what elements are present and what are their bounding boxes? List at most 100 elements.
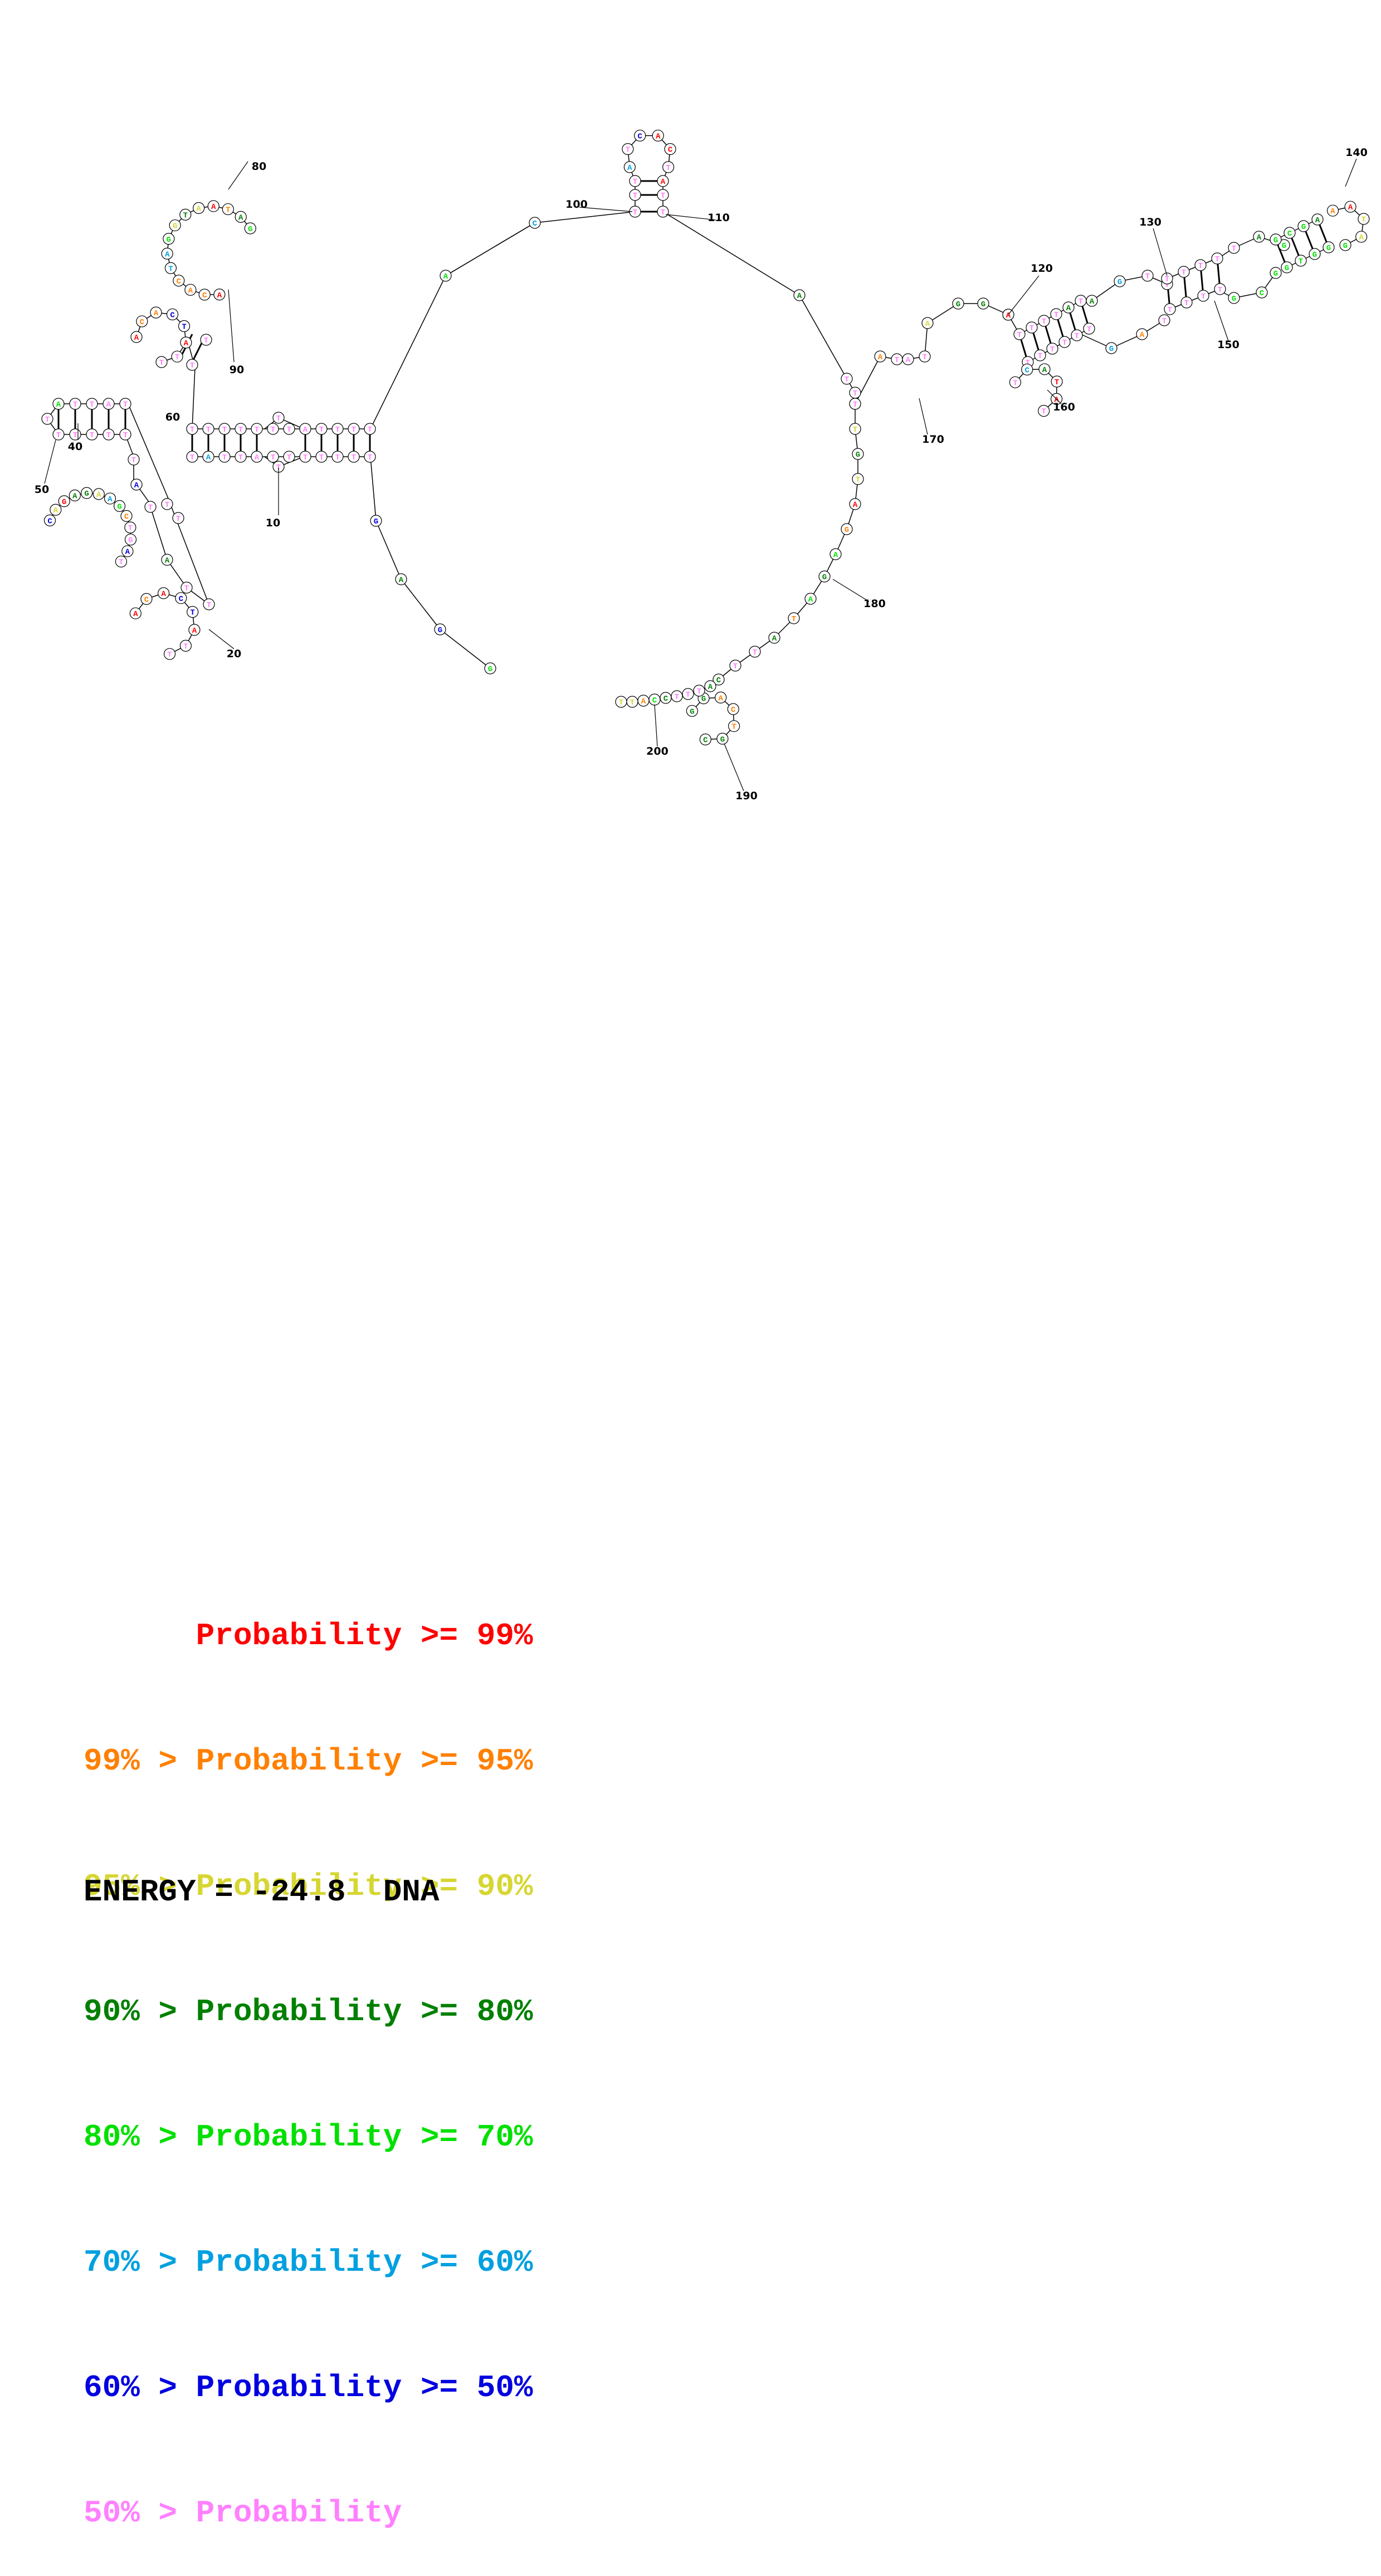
nucleotide: A [162, 554, 173, 565]
nucleotide: T [1038, 405, 1050, 417]
nucleotide: T [120, 429, 131, 440]
nucleotide: G [1228, 292, 1240, 304]
nucleotide-letter: G [822, 573, 827, 582]
nucleotide: A [396, 574, 407, 585]
nucleotide: T [156, 356, 167, 368]
nucleotide-letter: T [190, 426, 194, 434]
position-label: 90 [230, 364, 244, 376]
nucleotide: T [749, 646, 760, 657]
nucleotide: T [364, 423, 375, 434]
nucleotide: A [1356, 231, 1367, 242]
nucleotide-letter: T [106, 431, 111, 440]
nucleotide-letter: G [1273, 236, 1278, 245]
position-label: 180 [863, 598, 886, 610]
nucleotide: T [1195, 260, 1206, 271]
nucleotide: T [86, 398, 97, 409]
nucleotide: T [235, 423, 246, 434]
energy-label: ENERGY = -24.8 DNA [84, 1874, 440, 1910]
nucleotide-letter: A [255, 453, 260, 462]
nucleotide-letter: T [1201, 292, 1206, 301]
nucleotide: A [158, 588, 169, 599]
position-label: 10 [266, 517, 280, 529]
nucleotide: T [145, 501, 156, 512]
nucleotide-letter: G [1232, 295, 1236, 304]
nucleotide-letter: A [197, 204, 202, 213]
nucleotide-letter: A [211, 203, 216, 212]
position-label: 120 [1031, 262, 1053, 275]
nucleotide-letter: A [1066, 304, 1071, 313]
nucleotide-letter: A [906, 356, 911, 365]
nucleotide: T [1358, 213, 1369, 224]
nucleotide: T [629, 175, 641, 187]
legend-line-5: 80% > Probability >= 70% [84, 2116, 533, 2158]
legend-line-4: 90% > Probability >= 80% [84, 1991, 533, 2033]
nucleotide: G [485, 663, 496, 674]
nucleotide-letter: G [62, 498, 66, 507]
nucleotide: A [130, 608, 141, 619]
nucleotide: T [657, 206, 668, 217]
backbone-segment [663, 212, 799, 295]
nucleotide-letter: T [1050, 345, 1055, 354]
nucleotide: A [203, 451, 214, 462]
nucleotide: T [1026, 322, 1037, 333]
position-label-tick [228, 162, 248, 189]
nucleotide-letter: A [184, 339, 189, 348]
nucleotide: T [201, 334, 212, 345]
nucleotide: C [665, 144, 676, 155]
nucleotide-letter: A [134, 481, 139, 490]
nucleotide-letter: A [134, 334, 139, 343]
nucleotide-letter: G [1312, 251, 1317, 260]
nucleotide: T [1075, 295, 1086, 306]
nucleotide: T [70, 429, 81, 440]
nucleotide-letter: A [1348, 203, 1353, 212]
nucleotide: G [841, 524, 852, 535]
nucleotide: C [141, 593, 152, 604]
nucleotide: A [150, 307, 162, 318]
nucleotide: A [180, 337, 192, 348]
nucleotide-letter: G [128, 536, 133, 545]
nucleotide: T [187, 359, 198, 370]
nucleotide-letter: C [533, 219, 538, 228]
nucleotide: T [187, 423, 198, 434]
nucleotide: T [627, 696, 638, 707]
nucleotide: C [1284, 227, 1295, 238]
probability-legend: Probability >= 99% 99% > Probability >= … [84, 1532, 533, 2576]
nucleotide-letter: T [1017, 331, 1022, 340]
nucleotide-letter: C [1260, 289, 1265, 298]
nucleotide: T [70, 398, 81, 409]
nucleotide: T [203, 599, 214, 610]
nucleotide-letter: T [226, 206, 230, 215]
backbone-segment [440, 629, 490, 668]
nucleotide-letter: C [652, 696, 657, 705]
nucleotide: T [222, 204, 233, 215]
nucleotide-letter: G [720, 735, 725, 744]
nucleotide-letter: A [878, 353, 883, 362]
legend-line-1: Probability >= 99% [84, 1615, 533, 1657]
nucleotide-letter: A [1042, 366, 1047, 375]
nucleotide-letter: C [668, 146, 673, 155]
nucleotide: A [830, 549, 841, 560]
nucleotide: T [1295, 255, 1306, 266]
nucleotide: T [316, 451, 327, 462]
nucleotide: C [1022, 364, 1033, 375]
nucleotide: T [730, 660, 741, 671]
nucleotide-letter: T [90, 431, 94, 440]
nucleotide: C [45, 515, 56, 526]
nucleotide-letter: T [633, 192, 637, 201]
nucleotide-letter: C [177, 277, 182, 286]
nucleotide-letter: T [626, 146, 630, 155]
nucleotide-letter: T [159, 359, 164, 368]
nucleotide: T [1198, 290, 1209, 301]
nucleotide-letter: T [1299, 257, 1303, 266]
nucleotide-letter: T [276, 414, 281, 423]
nucleotide-letter: G [956, 300, 960, 309]
nucleotide: T [187, 607, 198, 618]
position-label-tick [228, 290, 234, 362]
nucleotide-letter: C [731, 706, 736, 715]
position-label-tick [209, 629, 234, 649]
nucleotide: T [1214, 283, 1226, 295]
nucleotide: A [93, 488, 104, 500]
nucleotide: G [1281, 262, 1292, 273]
nucleotide-letter: C [202, 291, 207, 300]
nucleotide-letter: A [627, 164, 632, 173]
